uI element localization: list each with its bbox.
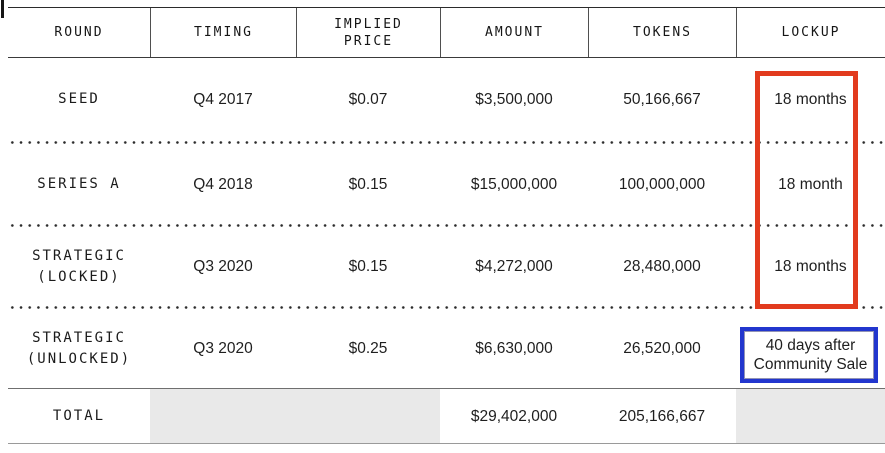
row-separator (8, 306, 885, 309)
cell-tokens: 26,520,000 (623, 340, 701, 357)
col-header-round: ROUND (54, 25, 104, 40)
cell-amount: $4,272,000 (475, 258, 553, 275)
cell-timing: Q3 2020 (193, 258, 253, 275)
table-header-row: ROUND TIMING IMPLIED PRICE AMOUNT TOKENS… (8, 7, 885, 58)
table-row-seed: SEED Q4 2017 $0.07 $3,500,000 50,166,667… (8, 58, 885, 141)
col-header-amount: AMOUNT (440, 8, 588, 57)
table: ROUND TIMING IMPLIED PRICE AMOUNT TOKENS… (8, 7, 885, 444)
cell-implied-price: $0.25 (348, 340, 388, 357)
total-spacer (150, 389, 440, 443)
cell-implied-price: $0.15 (348, 258, 388, 275)
cell-implied-price: $0.15 (348, 175, 388, 193)
cell-implied-price: $0.07 (348, 91, 388, 108)
cell-amount: $15,000,000 (470, 175, 558, 193)
total-amount: $29,402,000 (470, 407, 558, 425)
table-total-row: TOTAL $29,402,000 205,166,667 (8, 389, 885, 444)
col-header-tokens: TOKENS (588, 8, 736, 57)
col-header-timing: TIMING (150, 8, 296, 57)
cell-timing: Q3 2020 (193, 340, 253, 357)
cell-lockup: 18 months (774, 91, 847, 108)
row-separator (8, 141, 885, 144)
cell-timing: Q4 2018 (193, 175, 253, 193)
total-tokens: 205,166,667 (618, 407, 706, 425)
table-row-series-a: SERIES A Q4 2018 $0.15 $15,000,000 100,0… (8, 144, 885, 224)
cell-round: SEED (58, 91, 100, 107)
cell-round: STRATEGIC (UNLOCKED) (26, 329, 132, 367)
col-header-implied-price: IMPLIED PRICE (296, 8, 440, 57)
cell-lockup: 40 days after Community Sale (753, 336, 868, 373)
cell-tokens: 50,166,667 (623, 91, 701, 108)
cell-timing: Q4 2017 (193, 91, 253, 108)
cell-tokens: 100,000,000 (618, 175, 706, 193)
total-label: TOTAL (52, 407, 106, 424)
cell-lockup: 18 months (774, 258, 847, 275)
row-separator (8, 224, 885, 227)
total-lockup-spacer (736, 389, 885, 443)
cell-round: STRATEGIC (LOCKED) (32, 247, 126, 285)
table-row-strategic-unlocked: STRATEGIC (UNLOCKED) Q3 2020 $0.25 $6,63… (8, 309, 885, 389)
cell-round: SERIES A (37, 175, 121, 192)
col-header-lockup: LOCKUP (736, 8, 885, 57)
cell-lockup: 18 month (778, 175, 843, 193)
cell-amount: $3,500,000 (475, 91, 553, 108)
cell-amount: $6,630,000 (475, 340, 553, 357)
table-row-strategic-locked: STRATEGIC (LOCKED) Q3 2020 $0.15 $4,272,… (8, 227, 885, 306)
cell-tokens: 28,480,000 (623, 258, 701, 275)
corner-tick (1, 0, 4, 18)
